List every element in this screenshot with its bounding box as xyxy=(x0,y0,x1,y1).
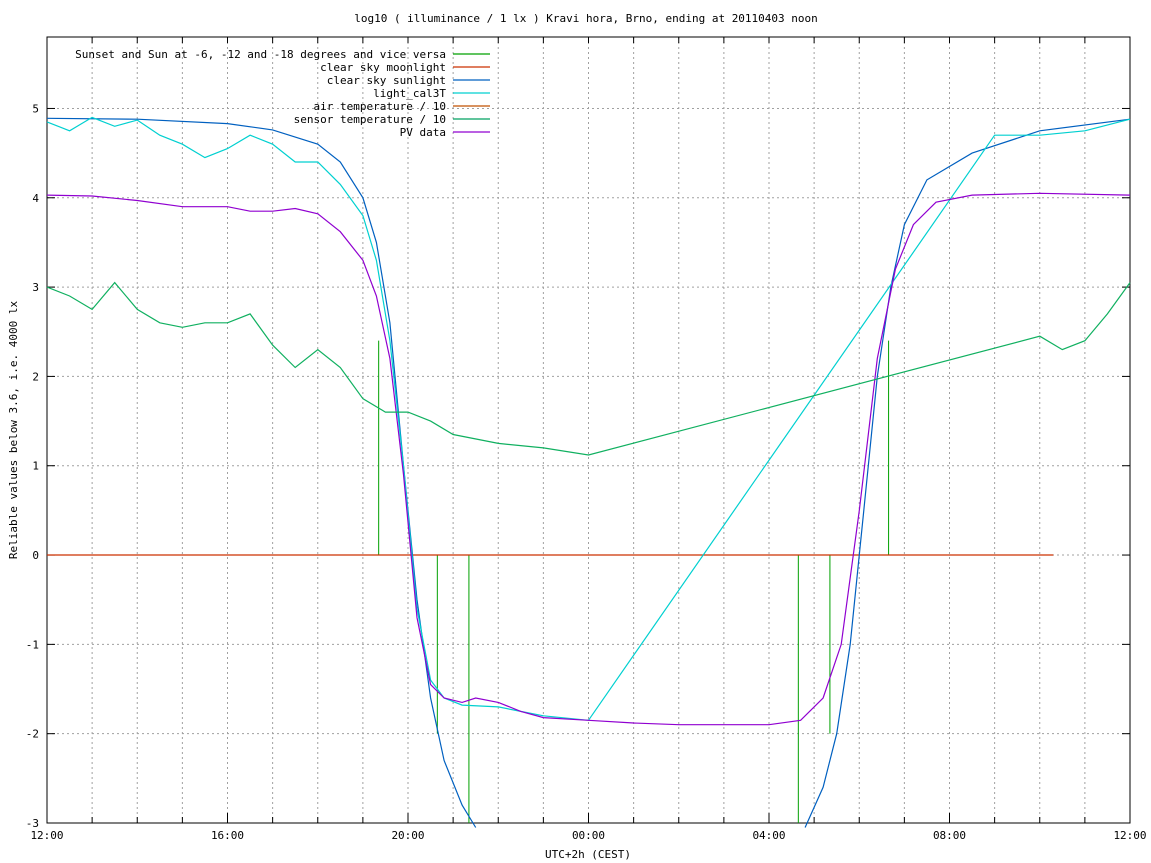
y-tick-label: 2 xyxy=(32,370,39,383)
series-line xyxy=(804,118,1131,828)
legend: Sunset and Sun at -6, -12 and -18 degree… xyxy=(75,48,490,139)
series-layer xyxy=(46,116,1131,828)
series-line xyxy=(46,192,1131,726)
y-axis-ticks: -3 -2 -1 0 1 2 3 4 5 xyxy=(26,102,1130,830)
series-0 xyxy=(378,340,890,823)
y-tick-label: 1 xyxy=(32,460,39,473)
x-tick-label: 12:00 xyxy=(1113,829,1146,842)
series-4 xyxy=(46,116,1131,721)
y-tick-label: 4 xyxy=(32,192,39,205)
y-tick-label: -2 xyxy=(26,728,39,741)
series-line xyxy=(46,281,1131,456)
legend-label: sensor temperature / 10 xyxy=(294,113,446,126)
x-tick-label: 04:00 xyxy=(752,829,785,842)
series-line xyxy=(46,117,477,828)
series-8 xyxy=(46,281,1131,456)
legend-label: air temperature / 10 xyxy=(314,100,446,113)
grid xyxy=(47,37,1130,823)
legend-label: PV data xyxy=(400,126,446,139)
chart-title: log10 ( illuminance / 1 lx ) Kravi hora,… xyxy=(354,12,818,25)
y-tick-label: 3 xyxy=(32,281,39,294)
x-tick-label: 16:00 xyxy=(211,829,244,842)
y-tick-label: -1 xyxy=(26,638,39,651)
x-tick-label: 00:00 xyxy=(572,829,605,842)
y-axis-label: Reliable values below 3.6, i.e. 4000 lx xyxy=(7,300,20,559)
series-3 xyxy=(804,118,1131,828)
x-tick-label: 20:00 xyxy=(391,829,424,842)
x-axis-ticks: 12:00 16:00 20:00 00:00 04:00 08:00 12:00 xyxy=(30,37,1147,842)
plot-frame xyxy=(46,36,1131,824)
legend-label: Sunset and Sun at -6, -12 and -18 degree… xyxy=(75,48,446,61)
series-7 xyxy=(46,192,1131,726)
y-tick-label: 0 xyxy=(32,549,39,562)
legend-label: clear sky moonlight xyxy=(320,61,446,74)
y-tick-label: -3 xyxy=(26,817,39,830)
x-axis-label: UTC+2h (CEST) xyxy=(545,848,631,861)
series-line xyxy=(46,116,1131,721)
legend-label: clear sky sunlight xyxy=(327,74,446,87)
series-2 xyxy=(46,117,477,828)
x-tick-label: 12:00 xyxy=(30,829,63,842)
x-tick-label: 08:00 xyxy=(933,829,966,842)
y-tick-label: 5 xyxy=(32,102,39,115)
legend-label: light_cal3T xyxy=(373,87,446,100)
